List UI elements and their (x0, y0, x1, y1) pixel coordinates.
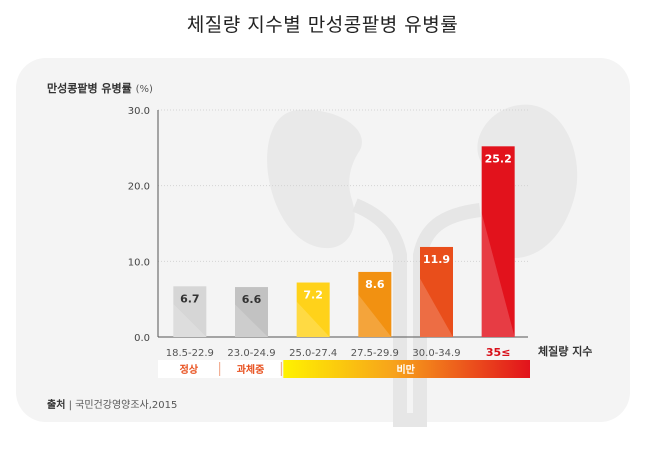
bar (235, 287, 268, 337)
bar (358, 271, 392, 337)
source-separator: | (68, 400, 76, 411)
source-text: 국민건강영양조사,2015 (75, 400, 178, 411)
bmi-category-band: 정상 과체중 비만 (158, 360, 530, 378)
y-axis-label: 만성콩팥병 유병률 (%) (47, 80, 153, 96)
y-axis-unit: (%) (135, 84, 153, 95)
x-tick-label: 30.0-34.9 (412, 348, 460, 359)
bar (481, 146, 515, 337)
data-label: 25.2 (485, 152, 512, 165)
x-axis-title: 체질량 지수 (538, 344, 592, 358)
x-tick-label: 35≤ (486, 346, 511, 359)
bar (173, 286, 207, 337)
band-obese (283, 360, 530, 378)
bar-shade (420, 278, 453, 337)
gridlines (157, 109, 528, 338)
bar-shade (173, 304, 207, 337)
source-note: 출처 | 국민건강영양조사,2015 (47, 396, 177, 411)
data-label: 6.7 (180, 292, 200, 305)
data-label: 8.6 (365, 278, 385, 291)
source-label: 출처 (47, 400, 66, 411)
x-tick-label: 25.0-27.4 (289, 348, 337, 359)
y-axis-label-text: 만성콩팥병 유병률 (47, 82, 132, 95)
y-tick-label: 20.0 (128, 182, 150, 193)
x-tick-label: 18.5-22.9 (166, 348, 214, 359)
page-title: 체질량 지수별 만성콩팥병 유병률 (186, 14, 459, 36)
y-ticks: 0.0 10.0 20.0 30.0 (128, 106, 150, 344)
bar-shade (358, 294, 392, 337)
band-label: 비만 (396, 363, 415, 376)
bar (296, 282, 330, 337)
y-tick-label: 10.0 (128, 257, 150, 268)
y-tick-label: 30.0 (128, 106, 150, 117)
data-label: 7.2 (303, 289, 323, 302)
x-ticks: 18.5-22.9 23.0-24.9 25.0-27.4 27.5-29.9 30.0… (166, 346, 511, 359)
y-tick-label: 0.0 (134, 333, 150, 344)
band-label: 정상 (180, 363, 199, 376)
bar-shade (235, 304, 268, 337)
bar-shade (296, 301, 330, 337)
x-tick-label: 23.0-24.9 (227, 348, 275, 359)
bar-shade (481, 213, 515, 337)
bars: 6.7 6.6 7.2 8.6 11.9 25.2 (173, 146, 515, 337)
data-label: 6.6 (242, 293, 262, 306)
x-tick-label: 27.5-29.9 (351, 348, 399, 359)
bar (420, 246, 453, 337)
band-label: 과체중 (237, 363, 265, 376)
data-label: 11.9 (423, 253, 450, 266)
